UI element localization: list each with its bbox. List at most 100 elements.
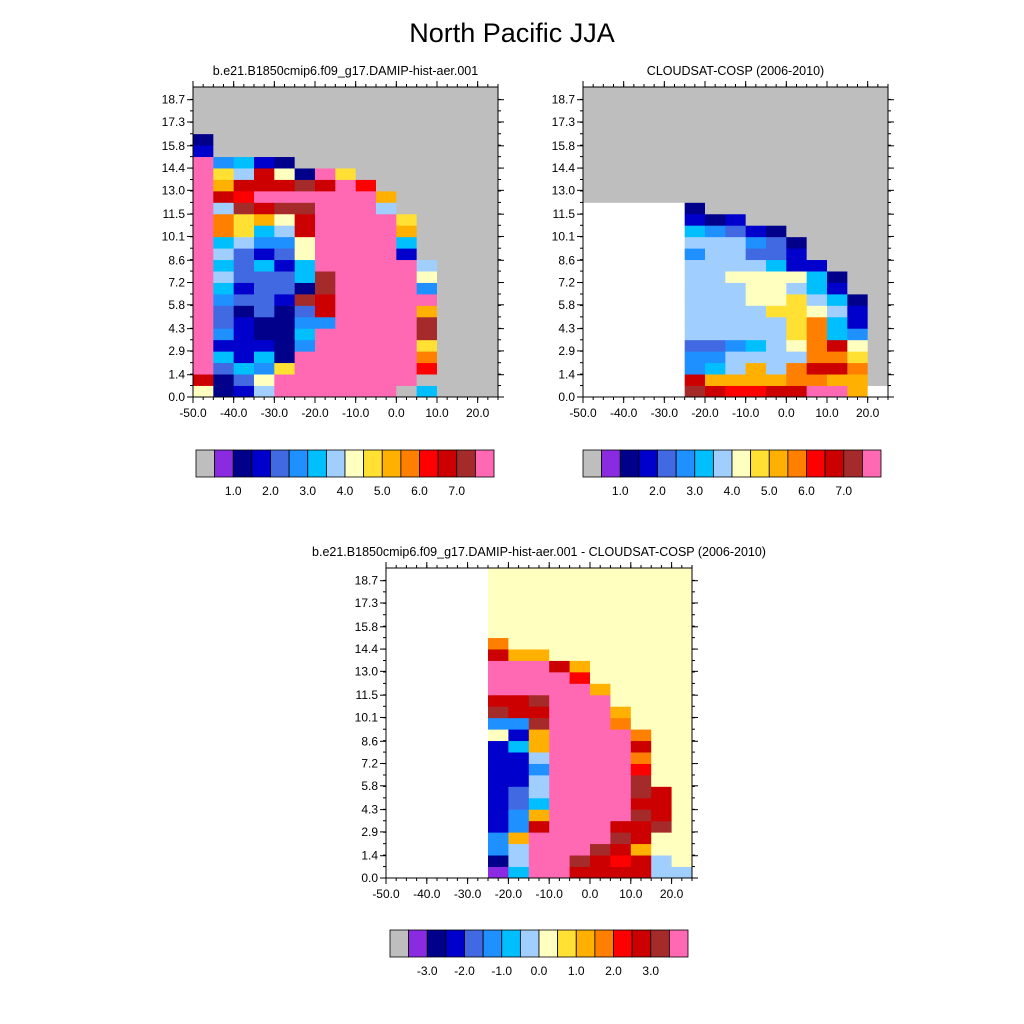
heat-cell	[426, 820, 448, 833]
heat-cell	[651, 832, 672, 845]
heat-cell	[549, 809, 570, 822]
heat-cell	[725, 202, 747, 215]
heat-cell	[477, 236, 499, 249]
heat-cell	[583, 282, 604, 295]
heat-cell	[644, 339, 665, 352]
heat-cell	[549, 752, 570, 764]
y-tick-label: 2.9	[168, 344, 185, 358]
heat-cell	[528, 694, 550, 707]
heat-cell	[583, 168, 604, 180]
heat-cell	[508, 752, 530, 764]
heat-cell	[416, 259, 438, 272]
heat-cell	[671, 797, 693, 810]
heat-cell	[528, 603, 550, 616]
heat-cell	[508, 671, 530, 684]
heat-cell	[684, 213, 706, 226]
heat-cell	[254, 248, 275, 261]
heat-cell	[294, 282, 316, 295]
heat-cell	[467, 683, 489, 696]
heat-cell	[786, 87, 808, 100]
heat-cell	[426, 660, 448, 673]
heat-cell	[651, 626, 672, 639]
heat-cell	[827, 145, 848, 158]
heat-cell	[671, 843, 693, 856]
heat-cell	[437, 339, 458, 352]
heat-cell	[457, 225, 479, 238]
heat-cell	[671, 568, 693, 581]
heat-cell	[705, 271, 726, 283]
heat-cell	[644, 179, 665, 192]
heat-cell	[426, 797, 448, 810]
colorbar-label: 4.0	[724, 484, 741, 498]
heat-cell	[827, 316, 848, 329]
heat-cell	[355, 316, 377, 329]
heat-cell	[603, 213, 625, 226]
y-tick-label: 7.2	[168, 276, 185, 290]
heat-cell	[233, 99, 255, 112]
heat-cell	[583, 385, 604, 398]
heat-cell	[806, 168, 828, 180]
heat-cell	[623, 316, 645, 329]
panel-title: CLOUDSAT-COSP (2006-2010)	[647, 64, 824, 78]
heat-cell	[396, 385, 418, 398]
heat-cell	[254, 316, 275, 329]
heat-cell	[376, 202, 397, 215]
heat-cell	[386, 740, 407, 753]
heat-cell	[213, 99, 235, 112]
heat-cell	[827, 168, 848, 180]
heat-cell	[786, 328, 808, 341]
heat-cell	[467, 809, 489, 822]
heat-cell	[806, 339, 828, 352]
heat-cell	[651, 774, 672, 787]
heat-cell	[213, 179, 235, 192]
heat-cell	[766, 236, 787, 249]
y-tick-label: 4.3	[558, 322, 575, 336]
heat-cell	[745, 374, 767, 386]
heat-cell	[671, 591, 693, 604]
heat-cell	[610, 820, 632, 833]
heat-cell	[457, 190, 479, 203]
heat-cell	[426, 740, 448, 753]
heat-cell	[603, 99, 625, 112]
figure-title: North Pacific JJA	[409, 18, 615, 48]
heat-cell	[254, 87, 275, 100]
heat-cell	[651, 786, 672, 799]
heat-cell	[254, 339, 275, 352]
heat-cell	[847, 168, 869, 180]
heat-cell	[426, 603, 448, 616]
heat-cell	[549, 820, 570, 833]
heat-cell	[426, 855, 448, 867]
heat-cell	[705, 316, 726, 329]
heat-cell	[644, 362, 665, 375]
heat-cell	[416, 339, 438, 352]
heat-cell	[867, 293, 889, 306]
colorbar-label: 3.0	[686, 484, 703, 498]
heat-cell	[416, 374, 438, 386]
heat-cell	[437, 374, 458, 386]
heat-cell	[528, 740, 550, 753]
heat-cell	[745, 225, 767, 238]
heat-cell	[528, 591, 550, 604]
heat-cell	[315, 87, 336, 100]
y-tick-label: 1.4	[168, 368, 185, 382]
heat-cell	[725, 282, 747, 295]
heat-cell	[569, 774, 591, 787]
heat-cell	[467, 752, 489, 764]
heat-cell	[569, 706, 591, 719]
heat-cell	[610, 866, 632, 879]
heat-cell	[488, 866, 509, 879]
heat-cell	[766, 213, 787, 226]
colorbar-swatch	[601, 449, 621, 478]
heat-cell	[355, 122, 377, 135]
heat-cell	[254, 145, 275, 158]
heat-cell	[806, 202, 828, 215]
heat-cell	[355, 248, 377, 261]
colorbar-swatch	[668, 929, 689, 958]
heat-cell	[213, 122, 235, 135]
heat-cell	[827, 374, 848, 386]
heat-cell	[528, 866, 550, 879]
heat-cell	[806, 259, 828, 272]
heat-cell	[193, 179, 214, 192]
heat-cell	[603, 339, 625, 352]
heat-cell	[315, 374, 336, 386]
